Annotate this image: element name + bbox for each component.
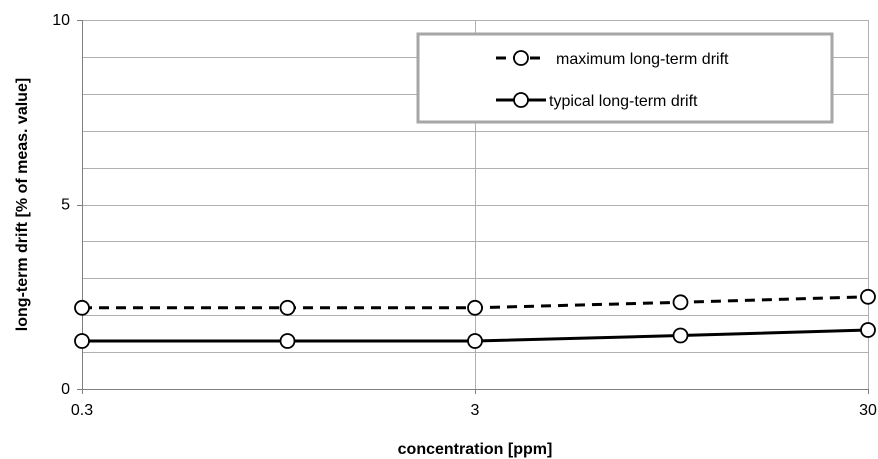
- series-1-point-0: [74, 333, 90, 349]
- y-axis-title: long-term drift [% of meas. value]: [14, 78, 31, 331]
- series-0-point-2: [467, 299, 483, 316]
- label-layer: 0 5 10 0.3 3 30 concentration [ppm] long-term d…: [14, 12, 877, 458]
- legend-swatch-marker-1: [513, 92, 529, 108]
- series-1-point-3: [672, 327, 689, 344]
- legend-swatch-marker-0: [513, 50, 529, 66]
- series-layer: [74, 288, 876, 349]
- legend-label-1: typical long-term drift: [549, 93, 698, 110]
- series-0-point-1: [279, 299, 296, 316]
- series-1-point-4: [860, 322, 876, 338]
- legend-box: [416, 32, 834, 124]
- axis-layer: [77, 20, 869, 394]
- x-tick-label: 3: [471, 402, 480, 419]
- series-1-point-1: [279, 333, 296, 349]
- series-0-point-0: [74, 299, 90, 316]
- x-tick-label: 30: [859, 402, 877, 419]
- series-0-point-4: [860, 288, 876, 305]
- series-0-point-3: [672, 294, 689, 311]
- legend-label-0: maximum long-term drift: [556, 51, 729, 68]
- x-axis-title: concentration [ppm]: [398, 441, 553, 458]
- series-1-point-2: [467, 333, 483, 349]
- y-tick-label: 0: [61, 381, 70, 398]
- legend: maximum long-term drift typical long-term…: [416, 32, 834, 124]
- y-tick-label: 5: [61, 197, 70, 214]
- x-tick-label: 0.3: [71, 402, 93, 419]
- y-tick-label: 10: [52, 12, 70, 29]
